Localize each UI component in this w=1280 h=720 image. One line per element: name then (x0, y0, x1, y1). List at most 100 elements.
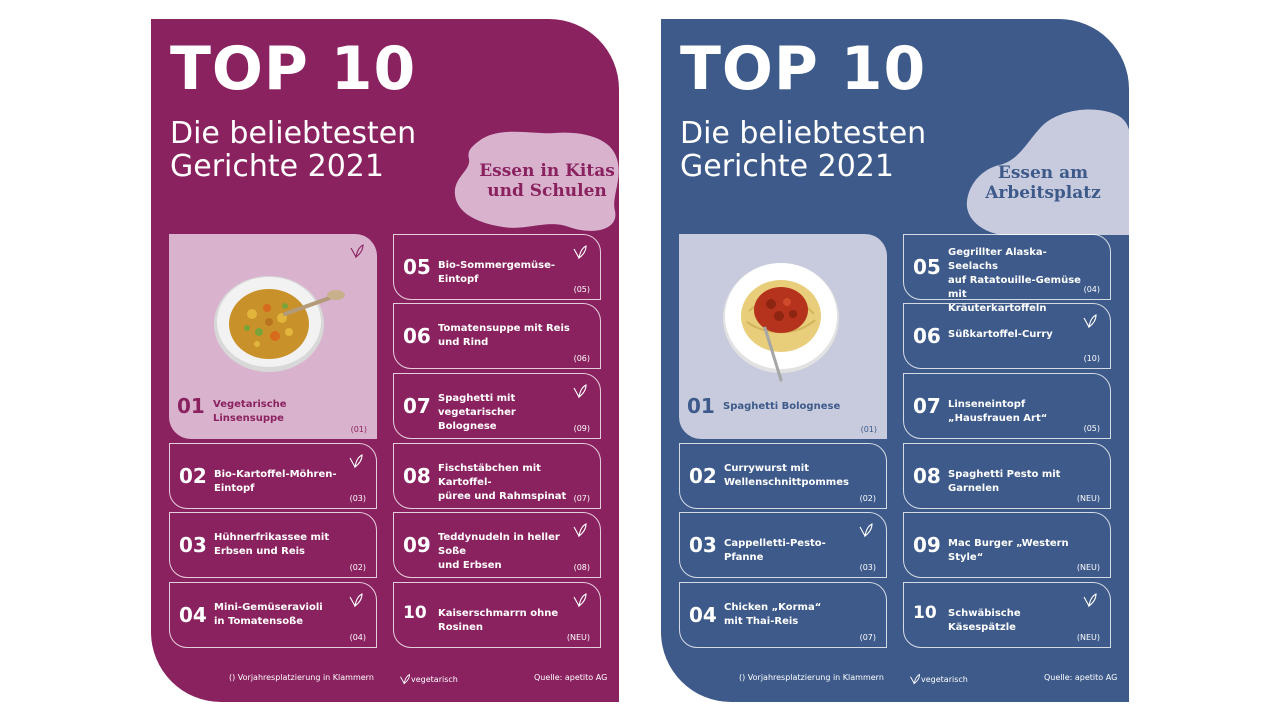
rank-number: 02 (689, 464, 717, 488)
dish-line: Vegetarische Linsensuppe (213, 399, 287, 424)
rank-card-04: 04 Mini-Gemüseravioli in Tomatensoße (04… (169, 582, 377, 648)
category-badge: Essen am Arbeitsplatz (961, 107, 1129, 235)
previous-rank: (04) (1083, 285, 1100, 294)
rank-card-03: 03 Cappelletti-Pesto-Pfanne (03) (679, 512, 887, 578)
dish-line: Bio-Sommergemüse-Eintopf (438, 260, 556, 285)
leaf-v-icon (573, 523, 587, 538)
previous-rank: (05) (1083, 424, 1100, 433)
dish-line: Kaiserschmarrn ohne Rosinen (438, 608, 559, 633)
previous-rank: (02) (859, 494, 876, 503)
rank-card-10: 10 Schwäbische Käsespätzle (NEU) (903, 582, 1111, 648)
rank-number: 05 (913, 255, 941, 279)
leaf-v-icon (573, 384, 587, 399)
dish-name: Bio-Kartoffel-Möhren-Eintopf (214, 468, 354, 496)
footer-legend-veg: vegetarisch (909, 673, 968, 685)
footer-legend-previous: () Vorjahresplatzierung in Klammern (739, 673, 884, 682)
leaf-v-icon (349, 593, 363, 608)
rank-card-03: 03 Hühnerfrikassee mit Erbsen und Reis (… (169, 512, 377, 578)
previous-rank: (NEU) (1076, 633, 1100, 642)
rank-number: 04 (179, 603, 207, 627)
dish-name: Fischstäbchen mit Kartoffel- püree und R… (438, 462, 578, 504)
leaf-v-icon (573, 245, 587, 260)
rank-number: 03 (179, 533, 207, 557)
rank-number: 01 (687, 394, 715, 418)
dish-line: in Tomatensoße (214, 616, 304, 627)
spaghetti-plate-image (723, 263, 839, 382)
rank-number: 10 (403, 603, 427, 623)
previous-rank: (06) (573, 354, 590, 363)
legend-veg-label: vegetarisch (921, 675, 968, 684)
dish-line: mit Thai-Reis (724, 616, 799, 627)
previous-rank: (02) (349, 563, 366, 572)
dish-line: Schwäbische Käsespätzle (948, 608, 1021, 633)
rank-number: 01 (177, 394, 205, 418)
footer-legend-previous: () Vorjahresplatzierung in Klammern (229, 673, 374, 682)
badge-blob-shape (966, 109, 1129, 235)
leaf-v-icon (349, 454, 363, 469)
previous-rank: (NEU) (1076, 563, 1100, 572)
dish-name: Chicken „Korma“ mit Thai-Reis (724, 601, 864, 629)
dish-line: Kräuterkartoffeln (948, 303, 1047, 314)
rank-card-09: 09 Teddynudeln in heller Soße und Erbsen… (393, 512, 601, 578)
category-line-1: Essen am (997, 163, 1089, 183)
dish-line: Erbsen und Reis (214, 546, 305, 557)
subtitle-line-1: Die beliebtesten (680, 116, 927, 151)
category-line-2: und Schulen (487, 181, 607, 201)
previous-rank: (08) (573, 563, 590, 572)
dish-line: Süßkartoffel-Curry (948, 329, 1053, 340)
previous-rank: (10) (1083, 354, 1100, 363)
previous-rank: (09) (573, 424, 590, 433)
rank-card-09: 09 Mac Burger „Western Style“ (NEU) (903, 512, 1111, 578)
dish-name: Linseneintopf „Hausfrauen Art“ (948, 398, 1088, 426)
rank-number: 08 (403, 464, 431, 488)
rank-number: 10 (913, 603, 937, 623)
dish-name: Bio-Sommergemüse-Eintopf (438, 259, 578, 287)
dish-name: Gegrillter Alaska-Seelachs auf Ratatouil… (948, 246, 1088, 316)
footer-source: Quelle: apetito AG (534, 673, 608, 682)
dish-line: Teddynudeln in heller Soße (438, 532, 560, 557)
poster-title: TOP 10 (170, 34, 417, 104)
leaf-v-icon (350, 244, 364, 259)
previous-rank: (04) (349, 633, 366, 642)
rank-number: 05 (403, 255, 431, 279)
dish-line: Chicken „Korma“ (724, 602, 822, 613)
dish-line: püree und Rahmspinat (438, 491, 567, 502)
previous-rank: (01) (350, 425, 367, 434)
dish-name: Tomatensuppe mit Reis und Rind (438, 322, 578, 350)
rank-card-10: 10 Kaiserschmarrn ohne Rosinen (NEU) (393, 582, 601, 648)
rank-card-06: 06 Süßkartoffel-Curry (10) (903, 303, 1111, 369)
dish-line: Cappelletti-Pesto-Pfanne (724, 538, 826, 563)
dish-name: Spaghetti mit vegetarischer Bolognese (438, 392, 578, 434)
poster-title: TOP 10 (680, 34, 927, 104)
subtitle-line-1: Die beliebtesten (170, 116, 417, 151)
dish-name: Mini-Gemüseravioli in Tomatensoße (214, 601, 354, 629)
dish-line: Bio-Kartoffel-Möhren-Eintopf (214, 469, 337, 494)
rank-number: 03 (689, 533, 717, 557)
dish-name: Mac Burger „Western Style“ (948, 537, 1088, 565)
rank-card-02: 02 Bio-Kartoffel-Möhren-Eintopf (03) (169, 443, 377, 509)
category-badge: Essen in Kitas und Schulen (451, 127, 619, 237)
dish-line: Spaghetti Bolognese (723, 401, 841, 412)
poster-subtitle: Die beliebtesten Gerichte 2021 (680, 117, 926, 183)
dish-name: Spaghetti Bolognese (723, 400, 865, 414)
rank-number: 04 (689, 603, 717, 627)
dish-line: Hühnerfrikassee mit (214, 532, 330, 543)
rank-card-08: 08 Spaghetti Pesto mit Garnelen (NEU) (903, 443, 1111, 509)
rank-card-07: 07 Spaghetti mit vegetarischer Bolognese… (393, 373, 601, 439)
dish-name: Spaghetti Pesto mit Garnelen (948, 468, 1088, 496)
previous-rank: (03) (349, 494, 366, 503)
dish-line: Wellenschnittpommes (724, 477, 849, 488)
dish-name: Currywurst mit Wellenschnittpommes (724, 462, 864, 490)
leaf-v-icon (1083, 593, 1097, 608)
subtitle-line-2: Gerichte 2021 (170, 149, 384, 184)
rank-card-08: 08 Fischstäbchen mit Kartoffel- püree un… (393, 443, 601, 509)
rank-card-04: 04 Chicken „Korma“ mit Thai-Reis (07) (679, 582, 887, 648)
dish-line: und Rind (438, 337, 489, 348)
previous-rank: (05) (573, 285, 590, 294)
dish-line: Bolognese (438, 421, 497, 432)
category-line-1: Essen in Kitas (479, 161, 615, 181)
poster-subtitle: Die beliebtesten Gerichte 2021 (170, 117, 416, 183)
leaf-v-icon (400, 673, 410, 685)
rank-number: 07 (403, 394, 431, 418)
rank-card-01: 01 Spaghetti Bolognese (01) (679, 234, 887, 439)
